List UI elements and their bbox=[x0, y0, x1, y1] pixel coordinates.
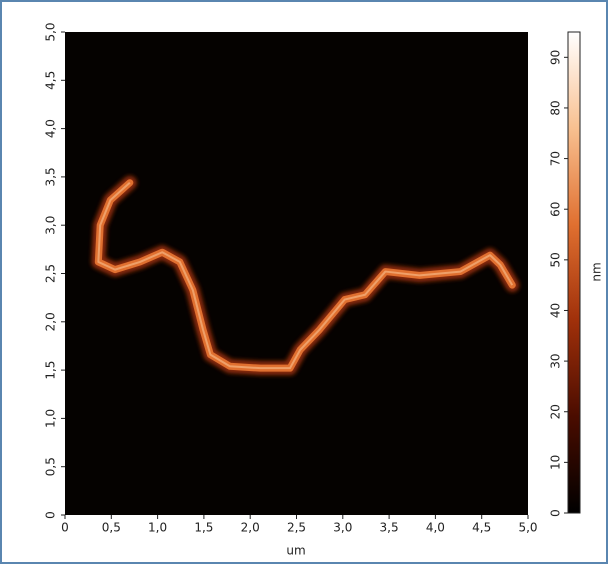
y-tick-label: 0,5 bbox=[44, 457, 58, 476]
colorbar-tick-label: 50 bbox=[549, 252, 563, 267]
x-tick-label: 2,0 bbox=[241, 521, 260, 535]
y-tick-label: 1,5 bbox=[44, 361, 58, 380]
x-tick-label: 4,5 bbox=[472, 521, 491, 535]
y-tick-label: 0 bbox=[44, 511, 58, 519]
colorbar-tick-label: 20 bbox=[549, 404, 563, 419]
y-tick-label: 4,0 bbox=[44, 119, 58, 138]
y-tick-label: 3,0 bbox=[44, 216, 58, 235]
colorbar-tick-label: 40 bbox=[549, 303, 563, 318]
x-axis-label: um bbox=[286, 544, 305, 558]
colorbar-tick-label: 80 bbox=[549, 100, 563, 115]
x-tick-label: 1,5 bbox=[194, 521, 213, 535]
x-tick-label: 3,5 bbox=[380, 521, 399, 535]
y-tick-label: 4,5 bbox=[44, 71, 58, 90]
trace-core bbox=[97, 181, 514, 370]
x-tick-label: 3,0 bbox=[333, 521, 352, 535]
x-tick-label: 4,0 bbox=[426, 521, 445, 535]
x-tick-label: 1,0 bbox=[148, 521, 167, 535]
colorbar-tick-label: 90 bbox=[549, 50, 563, 65]
y-tick-label: 2,0 bbox=[44, 312, 58, 331]
y-tick-label: 5,0 bbox=[44, 22, 58, 41]
x-tick-label: 5,0 bbox=[518, 521, 537, 535]
colorbar-tick-label: 10 bbox=[549, 455, 563, 470]
colorbar bbox=[567, 31, 581, 514]
colorbar-tick-label: 60 bbox=[549, 202, 563, 217]
y-tick-label: 2,5 bbox=[44, 264, 58, 283]
x-tick-label: 2,5 bbox=[287, 521, 306, 535]
colorbar-tick-label: 0 bbox=[549, 509, 563, 517]
x-tick-label: 0 bbox=[61, 521, 69, 535]
colorbar-label: nm bbox=[590, 262, 604, 281]
colorbar-tick-label: 70 bbox=[549, 151, 563, 166]
y-tick-label: 3,5 bbox=[44, 167, 58, 186]
x-tick-label: 0,5 bbox=[102, 521, 121, 535]
colorbar-tick-label: 30 bbox=[549, 353, 563, 368]
trace-group bbox=[91, 175, 520, 376]
y-tick-label: 1,0 bbox=[44, 409, 58, 428]
